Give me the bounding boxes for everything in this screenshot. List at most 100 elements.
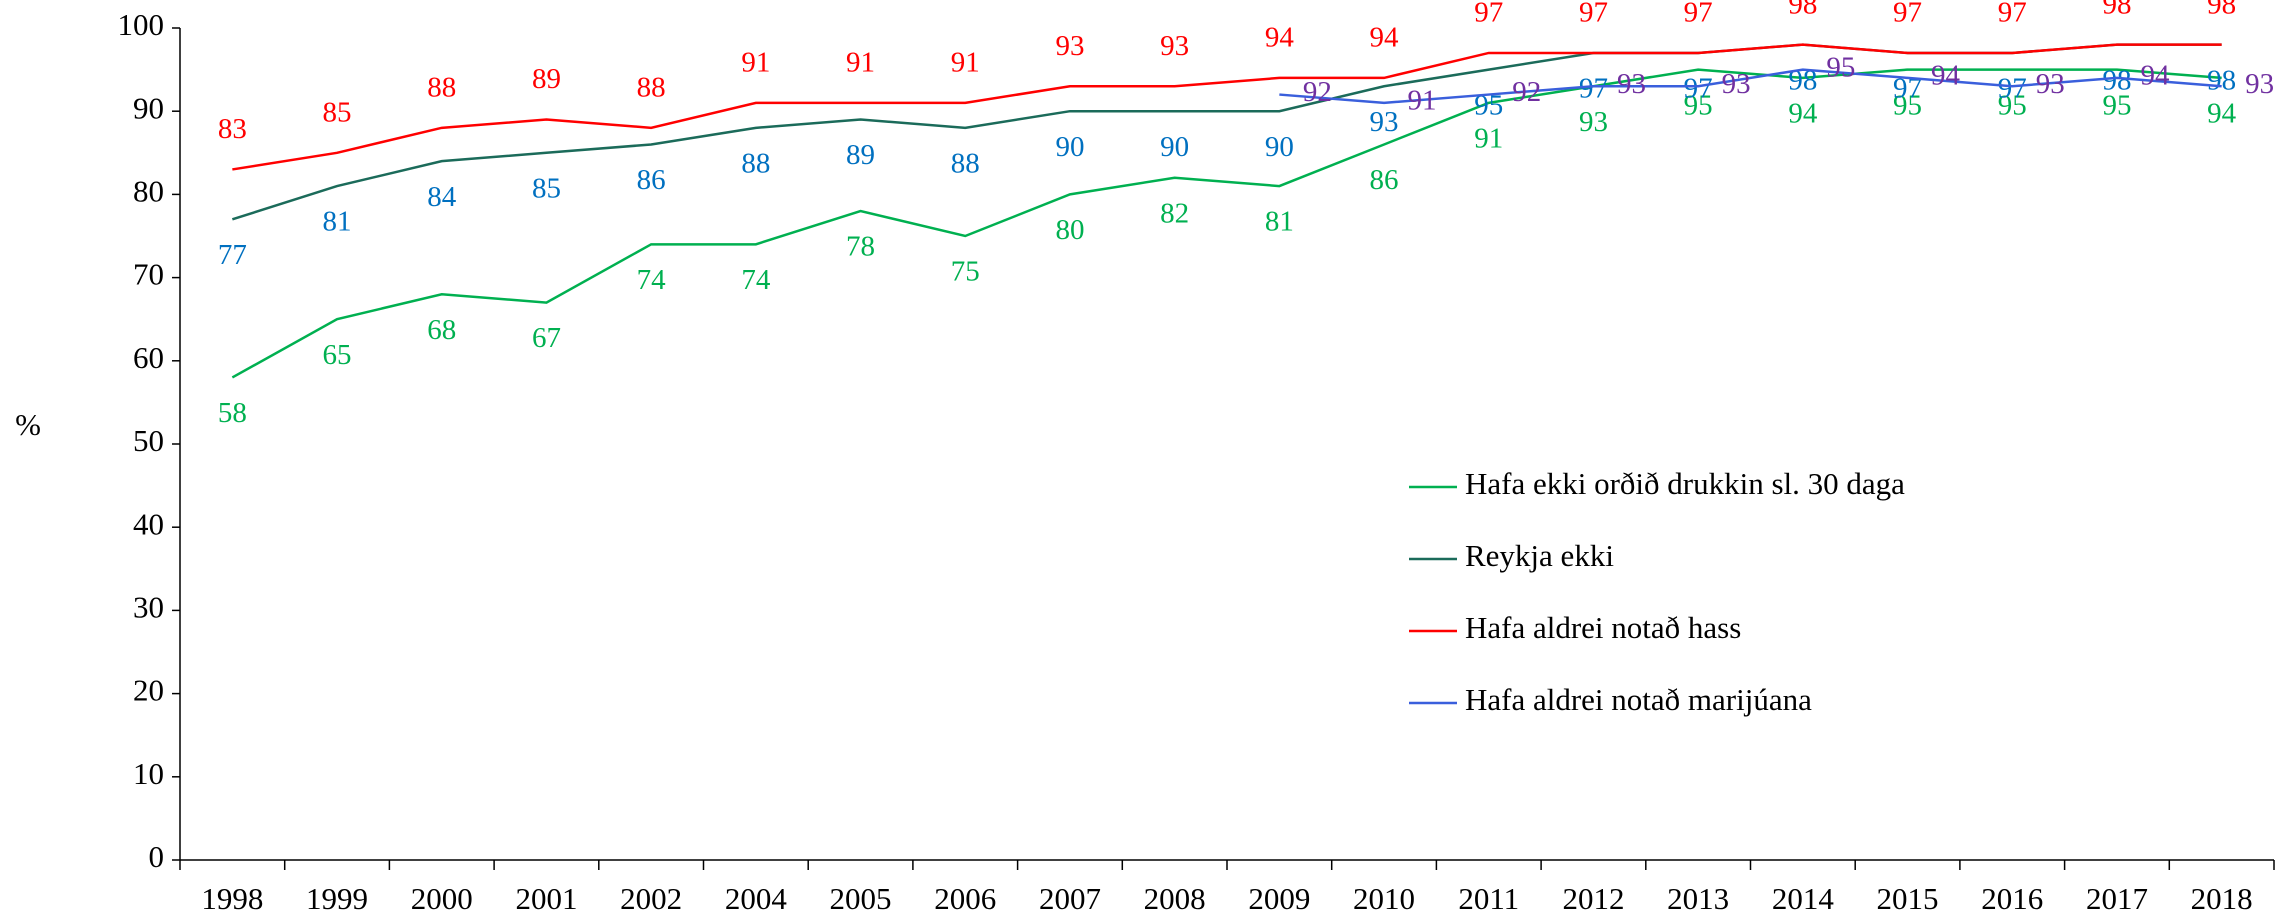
data-label: 74 — [637, 264, 667, 296]
data-label: 88 — [741, 147, 770, 179]
data-label: 92 — [1303, 76, 1332, 108]
data-label: 95 — [1684, 89, 1713, 121]
data-label: 90 — [1160, 131, 1189, 163]
x-tick-label: 2002 — [620, 881, 682, 916]
y-tick-label: 50 — [133, 423, 164, 458]
legend-label: Hafa aldrei notað marijúana — [1465, 682, 1812, 717]
data-label: 97 — [1474, 0, 1503, 29]
y-tick-label: 30 — [133, 590, 164, 625]
data-label: 92 — [1512, 76, 1541, 108]
data-label: 93 — [1617, 68, 1646, 100]
x-tick-label: 2009 — [1248, 881, 1310, 916]
y-tick-label: 0 — [149, 839, 165, 874]
data-label: 94 — [2207, 98, 2237, 130]
data-label: 95 — [1893, 89, 1922, 121]
data-label: 98 — [2207, 64, 2236, 96]
series-line — [232, 43, 2222, 171]
data-label: 65 — [323, 339, 352, 371]
data-label: 58 — [218, 397, 247, 429]
data-label: 82 — [1160, 197, 1189, 229]
data-label: 93 — [1722, 68, 1751, 100]
x-tick-label: 2000 — [411, 881, 473, 916]
data-label: 67 — [532, 322, 561, 354]
x-tick-label: 2014 — [1772, 881, 1835, 916]
x-tick-label: 2010 — [1353, 881, 1415, 916]
data-label: 86 — [1370, 164, 1399, 196]
data-label: 94 — [1788, 98, 1818, 130]
series-line — [1279, 68, 2222, 105]
x-tick-label: 2018 — [2191, 881, 2253, 916]
data-label: 91 — [1408, 85, 1437, 117]
data-label: 93 — [1370, 106, 1399, 138]
data-label: 93 — [1579, 106, 1608, 138]
data-label: 90 — [1265, 131, 1294, 163]
data-label: 98 — [2207, 0, 2236, 20]
data-label: 68 — [427, 314, 456, 346]
x-tick-label: 2017 — [2086, 881, 2148, 916]
data-label: 95 — [1998, 89, 2027, 121]
data-label: 97 — [1684, 73, 1713, 105]
x-tick-label: 1998 — [201, 881, 263, 916]
data-label: 85 — [323, 96, 352, 128]
x-tick-label: 2015 — [1877, 881, 1939, 916]
data-label: 97 — [1684, 0, 1713, 29]
data-label: 91 — [1474, 123, 1503, 155]
data-label: 77 — [218, 239, 247, 271]
data-label: 91 — [846, 47, 875, 79]
data-label: 74 — [741, 264, 771, 296]
data-label: 88 — [951, 147, 980, 179]
data-label: 97 — [1998, 73, 2027, 105]
data-label: 85 — [532, 172, 561, 204]
data-label: 75 — [951, 256, 980, 288]
data-label: 95 — [2102, 89, 2131, 121]
data-label: 97 — [1893, 0, 1922, 29]
legend-label: Hafa ekki orðið drukkin sl. 30 daga — [1465, 466, 1905, 501]
data-label: 97 — [1579, 73, 1608, 105]
data-label: 93 — [1160, 30, 1189, 62]
x-tick-label: 2004 — [725, 881, 788, 916]
y-tick-label: 60 — [133, 340, 164, 375]
data-label: 94 — [2140, 60, 2170, 92]
y-tick-label: 100 — [118, 7, 165, 42]
data-label: 94 — [1265, 22, 1295, 54]
y-tick-label: 40 — [133, 506, 164, 541]
data-label: 94 — [1370, 22, 1400, 54]
x-tick-label: 1999 — [306, 881, 368, 916]
y-tick-label: 80 — [133, 174, 164, 209]
data-label: 89 — [846, 139, 875, 171]
data-label: 80 — [1055, 214, 1084, 246]
y-tick-label: 90 — [133, 90, 164, 125]
data-label: 84 — [427, 181, 457, 213]
x-tick-label: 2006 — [934, 881, 996, 916]
x-tick-label: 2013 — [1667, 881, 1729, 916]
legend-label: Hafa aldrei notað hass — [1465, 610, 1741, 645]
x-tick-label: 2001 — [515, 881, 577, 916]
data-label: 81 — [323, 206, 352, 238]
x-tick-label: 2005 — [830, 881, 892, 916]
data-label: 83 — [218, 113, 247, 145]
data-label: 86 — [637, 164, 666, 196]
y-axis-label: % — [15, 407, 41, 442]
x-tick-label: 2016 — [1981, 881, 2043, 916]
x-tick-label: 2012 — [1562, 881, 1624, 916]
y-tick-label: 20 — [133, 673, 164, 708]
data-label: 97 — [1998, 0, 2027, 29]
x-tick-label: 2007 — [1039, 881, 1101, 916]
x-tick-label: 2011 — [1458, 881, 1519, 916]
data-label: 98 — [2102, 0, 2131, 20]
data-label: 98 — [1788, 0, 1817, 20]
data-label: 89 — [532, 63, 561, 95]
data-label: 81 — [1265, 206, 1294, 238]
y-tick-label: 70 — [133, 257, 164, 292]
series-line — [231, 68, 2222, 379]
data-label: 94 — [1931, 60, 1961, 92]
data-label: 93 — [2036, 68, 2065, 100]
data-label: 97 — [1579, 0, 1608, 29]
data-label: 95 — [1826, 51, 1855, 83]
x-tick-label: 2008 — [1144, 881, 1206, 916]
data-label: 78 — [846, 231, 875, 263]
data-label: 93 — [1055, 30, 1084, 62]
data-label: 98 — [2102, 64, 2131, 96]
data-label: 90 — [1055, 131, 1084, 163]
